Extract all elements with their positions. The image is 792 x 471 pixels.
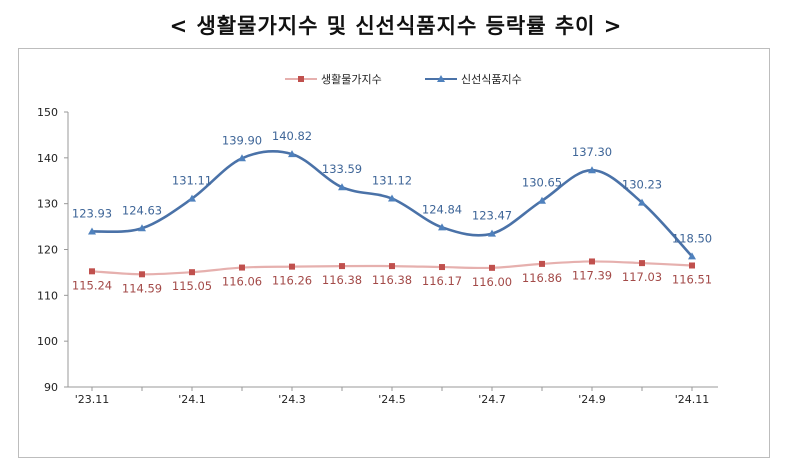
data-point xyxy=(539,260,545,267)
chart-frame xyxy=(18,48,770,458)
data-point xyxy=(389,263,395,270)
data-label: 116.26 xyxy=(272,274,312,288)
data-point xyxy=(188,194,196,202)
data-point xyxy=(438,223,446,231)
data-label: 118.50 xyxy=(672,231,712,245)
data-label: 139.90 xyxy=(222,133,262,147)
legend: 생활물가지수 신선식품지수 xyxy=(285,72,522,86)
data-label: 124.63 xyxy=(122,203,162,217)
data-point xyxy=(339,263,345,270)
data-point xyxy=(589,258,595,265)
data-label: 131.11 xyxy=(172,174,212,188)
data-label: 114.59 xyxy=(122,281,162,295)
data-label: 117.03 xyxy=(622,270,662,284)
axes: 90 100 110 120 130 140 150 '23.11 '24.1 '24.3 '24.… xyxy=(37,106,718,406)
data-point xyxy=(489,264,495,271)
series-line-1 xyxy=(91,150,693,258)
data-label: 124.84 xyxy=(422,202,462,216)
y-tick-label: 110 xyxy=(37,289,58,302)
data-labels: 115.24 114.59 115.05 116.06 116.26 116.38 116.… xyxy=(72,129,712,295)
data-label: 116.17 xyxy=(422,274,462,288)
x-tick-label: '24.7 xyxy=(478,393,506,406)
data-label: 130.65 xyxy=(522,176,562,190)
data-point xyxy=(439,264,445,271)
data-point xyxy=(238,154,246,162)
data-label: 123.93 xyxy=(72,206,112,220)
data-point xyxy=(388,194,396,202)
data-point xyxy=(139,271,145,278)
legend-label-0: 생활물가지수 xyxy=(321,72,382,86)
x-tick-label: '24.9 xyxy=(578,393,606,406)
data-point xyxy=(538,196,546,204)
x-tick-label: '24.3 xyxy=(278,393,306,406)
data-label: 116.00 xyxy=(472,275,512,289)
y-tick-label: 100 xyxy=(37,335,58,348)
chart-title: < 생활물가지수 및 신선식품지수 등락률 추이 > xyxy=(169,14,623,38)
data-point xyxy=(588,166,596,174)
data-point xyxy=(338,183,346,191)
x-tick-label: '24.5 xyxy=(378,393,406,406)
data-label: 116.38 xyxy=(372,273,412,287)
legend-marker-0 xyxy=(298,76,304,82)
data-label: 116.51 xyxy=(672,272,712,286)
data-point xyxy=(288,150,296,158)
data-label: 123.47 xyxy=(472,209,512,223)
data-point xyxy=(189,269,195,276)
x-tick-label: '24.11 xyxy=(675,393,710,406)
data-label: 130.23 xyxy=(622,178,662,192)
y-tick-label: 120 xyxy=(37,244,58,257)
data-point xyxy=(689,262,695,269)
data-point xyxy=(239,264,245,271)
data-label: 133.59 xyxy=(322,162,362,176)
data-point xyxy=(688,252,696,260)
data-point xyxy=(289,263,295,270)
data-label: 116.06 xyxy=(222,275,262,289)
data-label: 140.82 xyxy=(272,129,312,143)
data-label: 117.39 xyxy=(572,268,612,282)
x-tick-label: '23.11 xyxy=(75,393,110,406)
y-tick-label: 140 xyxy=(37,152,58,165)
data-label: 131.12 xyxy=(372,174,412,188)
data-label: 116.86 xyxy=(522,271,562,285)
data-point xyxy=(488,229,496,237)
legend-label-1: 신선식품지수 xyxy=(461,73,522,86)
data-label: 137.30 xyxy=(572,145,612,159)
data-point xyxy=(138,224,146,232)
series-group xyxy=(88,150,696,278)
data-label: 115.24 xyxy=(72,278,112,292)
y-tick-label: 150 xyxy=(37,106,58,119)
data-point xyxy=(89,268,95,275)
data-point xyxy=(639,260,645,267)
y-tick-label: 130 xyxy=(37,198,58,211)
data-label: 116.38 xyxy=(322,273,362,287)
data-point xyxy=(88,227,96,235)
legend-marker-1 xyxy=(437,75,445,82)
x-tick-label: '24.1 xyxy=(178,393,206,406)
y-tick-label: 90 xyxy=(44,381,58,394)
data-label: 115.05 xyxy=(172,279,212,293)
data-point xyxy=(638,198,646,206)
